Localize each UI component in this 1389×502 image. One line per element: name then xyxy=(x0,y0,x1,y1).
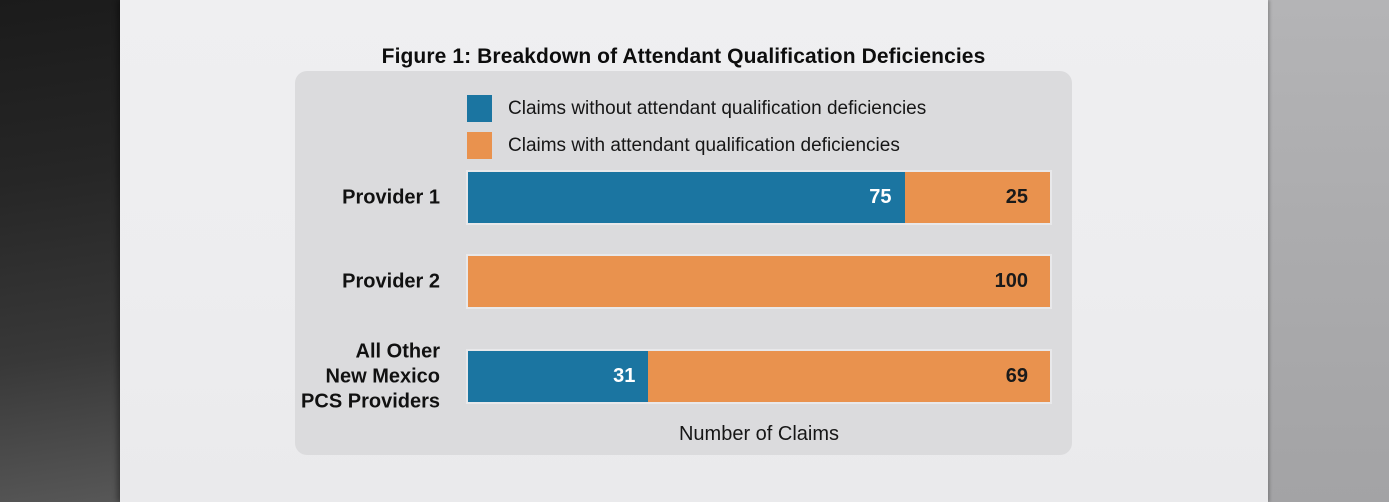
bar-track: 75 25 xyxy=(466,170,1052,225)
x-axis-label: Number of Claims xyxy=(678,423,840,445)
background-right-backdrop xyxy=(1267,0,1389,502)
bar-value-label: 75 xyxy=(869,186,892,208)
bar-row: All Other New Mexico PCS Providers 31 69 xyxy=(295,340,1072,412)
bar-row: Provider 2 100 xyxy=(295,254,1072,309)
document-page: Figure 1: Breakdown of Attendant Qualifi… xyxy=(120,0,1268,502)
legend-label: Claims with attendant qualification defi… xyxy=(508,134,900,156)
legend-swatch-blue-icon xyxy=(467,95,492,122)
bar-segment: 69 xyxy=(648,351,1050,402)
category-label: All Other New Mexico PCS Providers xyxy=(301,340,440,412)
category-label: Provider 1 xyxy=(342,186,440,208)
legend-item-with-deficiencies: Claims with attendant qualification defi… xyxy=(467,127,926,164)
figure-title: Figure 1: Breakdown of Attendant Qualifi… xyxy=(381,45,986,68)
chart-legend: Claims without attendant qualification d… xyxy=(467,90,926,164)
bar-segment: 25 xyxy=(904,172,1050,223)
bar-value-label: 100 xyxy=(994,270,1028,292)
background-left-shadow xyxy=(0,0,121,502)
bar-value-label: 25 xyxy=(1005,186,1028,208)
bar-track: 100 xyxy=(466,254,1052,309)
chart-panel: Claims without attendant qualification d… xyxy=(295,71,1072,455)
legend-item-without-deficiencies: Claims without attendant qualification d… xyxy=(467,90,926,127)
bar-row: Provider 1 75 25 xyxy=(295,170,1072,225)
legend-swatch-orange-icon xyxy=(467,132,492,159)
bar-segment: 31 xyxy=(468,351,649,402)
bar-segment: 100 xyxy=(468,256,1050,307)
bar-track: 31 69 xyxy=(466,349,1052,404)
bar-value-label: 69 xyxy=(1005,365,1028,387)
bar-segment: 75 xyxy=(468,172,905,223)
bar-value-label: 31 xyxy=(613,365,636,387)
legend-label: Claims without attendant qualification d… xyxy=(508,97,927,119)
category-label: Provider 2 xyxy=(342,270,440,292)
